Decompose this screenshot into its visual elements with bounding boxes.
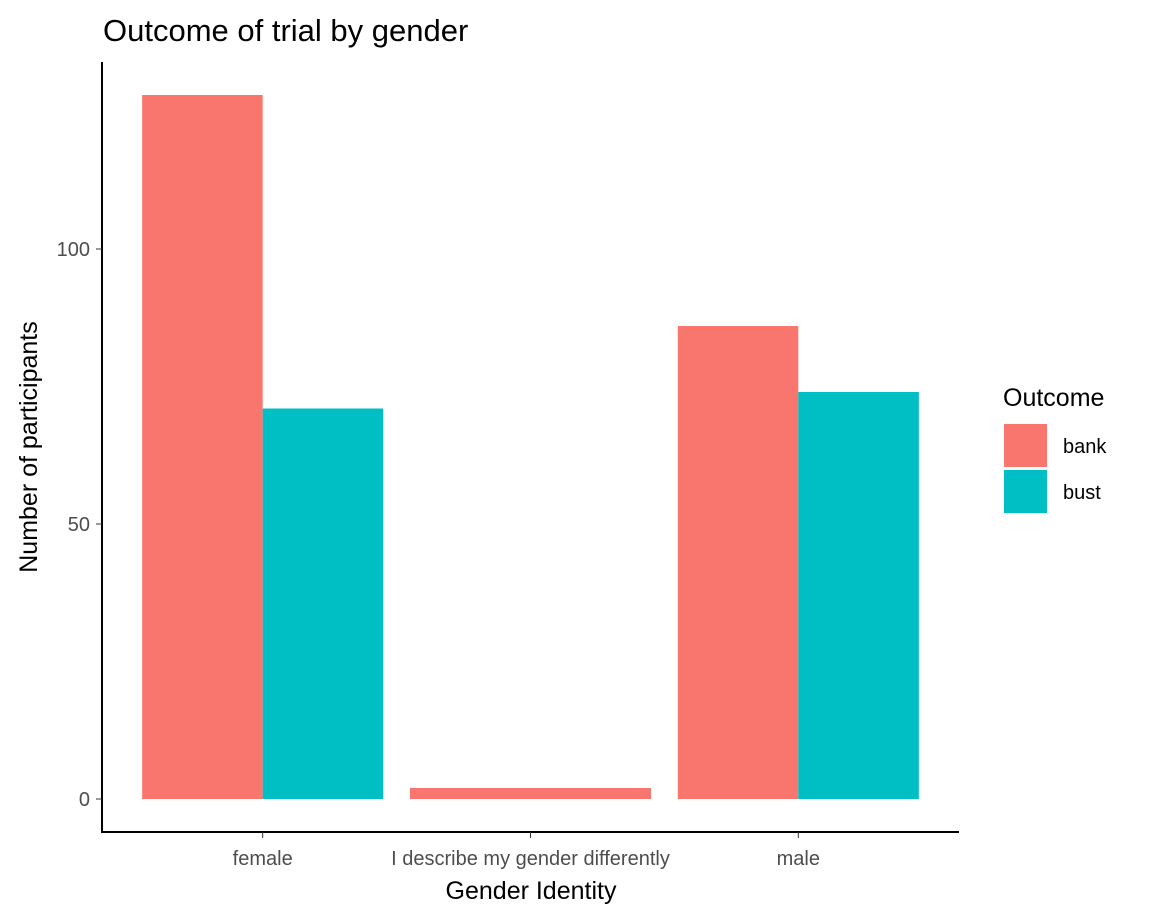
- bars-group: [142, 95, 919, 799]
- bar-bank-female: [142, 95, 263, 799]
- chart-title: Outcome of trial by gender: [103, 13, 468, 48]
- y-axis-title: Number of participants: [15, 321, 43, 573]
- bar-bust-male: [798, 392, 919, 799]
- x-axis-title: Gender Identity: [446, 877, 617, 905]
- bar-bank-male: [677, 326, 799, 799]
- legend-items: bank bust: [1004, 424, 1107, 513]
- x-tick-label: male: [777, 848, 820, 870]
- y-tick-label: 50: [68, 514, 90, 536]
- y-ticks-group: 0 50 100: [57, 239, 102, 811]
- x-tick-label: female: [233, 848, 293, 870]
- legend-label-bank: bank: [1063, 436, 1107, 458]
- legend-key-bust: [1004, 470, 1047, 513]
- bar-bust-female: [262, 408, 384, 799]
- bar-bank-i-describe-my-gender-differently: [409, 788, 652, 799]
- y-tick-label: 100: [57, 239, 90, 261]
- y-tick-label: 0: [79, 789, 90, 811]
- legend-key-bank: [1004, 424, 1047, 467]
- x-ticks-group: female I describe my gender differently ma…: [233, 832, 820, 870]
- legend: Outcome bank bust: [1003, 384, 1107, 513]
- legend-label-bust: bust: [1063, 482, 1101, 504]
- legend-title: Outcome: [1003, 384, 1104, 412]
- plot-area: 0 50 100 female I describe my gender differ…: [57, 62, 959, 870]
- x-tick-label: I describe my gender differently: [391, 848, 670, 870]
